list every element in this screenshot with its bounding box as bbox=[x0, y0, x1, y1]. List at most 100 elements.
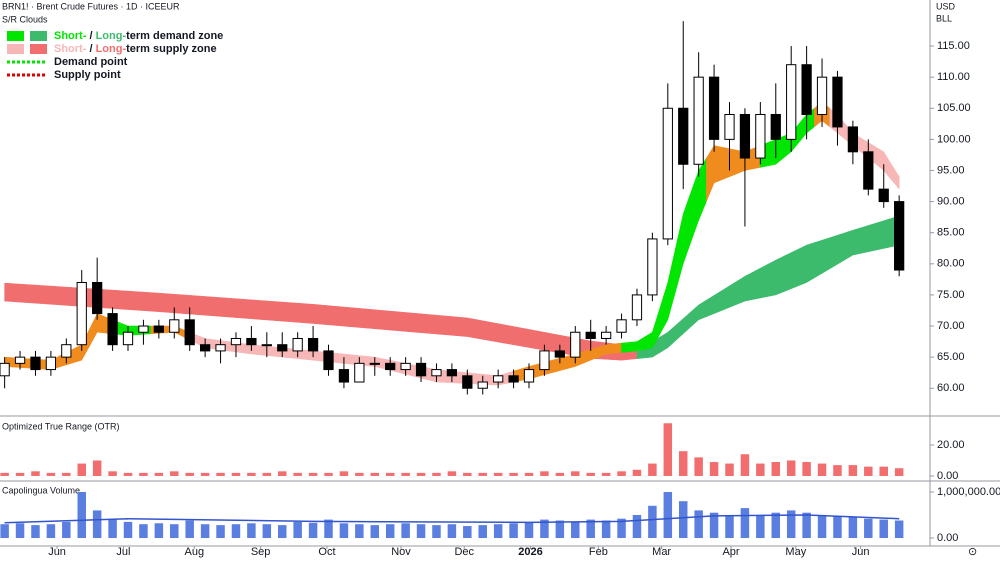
candle-body bbox=[801, 64, 812, 115]
y-tick-label: 105.00 bbox=[937, 102, 971, 114]
bar bbox=[231, 472, 241, 476]
candle-body bbox=[493, 375, 504, 383]
bar bbox=[694, 457, 703, 476]
bar bbox=[663, 423, 673, 476]
candle-body bbox=[354, 362, 365, 383]
candle-body bbox=[755, 113, 766, 159]
candle-body bbox=[616, 319, 627, 333]
bar bbox=[0, 472, 9, 476]
candle-body bbox=[678, 107, 689, 165]
bar bbox=[617, 471, 626, 476]
bar bbox=[833, 465, 842, 476]
bar bbox=[586, 519, 595, 539]
bar bbox=[648, 505, 657, 539]
legend-text: / bbox=[86, 43, 95, 55]
bar bbox=[200, 472, 210, 476]
bar bbox=[848, 517, 858, 539]
bar bbox=[324, 472, 333, 476]
bar bbox=[200, 524, 210, 539]
bar bbox=[62, 472, 71, 476]
pane-title: Optimized True Range (OTR) bbox=[2, 421, 120, 431]
x-tick-label: Oct bbox=[318, 546, 335, 558]
bar bbox=[0, 524, 9, 539]
candle-body bbox=[724, 113, 735, 140]
bar bbox=[509, 472, 518, 476]
bar bbox=[493, 472, 503, 476]
settings-icon[interactable]: ⊙ bbox=[968, 546, 977, 558]
bar bbox=[355, 472, 364, 476]
candle-body bbox=[338, 369, 350, 383]
y-tick-label: 60.00 bbox=[937, 382, 965, 394]
bar bbox=[786, 510, 796, 539]
candle-body bbox=[277, 344, 288, 352]
candle-body bbox=[539, 350, 550, 371]
candle-body bbox=[832, 76, 843, 128]
bar bbox=[864, 518, 873, 539]
legend-label: Demand point bbox=[54, 56, 128, 68]
bar bbox=[62, 521, 71, 539]
bar bbox=[447, 471, 457, 476]
candle-body bbox=[693, 76, 704, 165]
legend-text: Long- bbox=[96, 43, 127, 55]
candle-body bbox=[847, 126, 859, 153]
bar bbox=[15, 523, 25, 539]
bar bbox=[46, 524, 56, 539]
bar bbox=[678, 451, 688, 476]
bar bbox=[170, 471, 179, 476]
candle-body bbox=[369, 362, 380, 365]
candle-body bbox=[107, 313, 118, 346]
bar bbox=[648, 463, 657, 476]
y-tick-label: 85.00 bbox=[937, 227, 965, 239]
bar bbox=[632, 469, 642, 476]
bar bbox=[879, 519, 888, 539]
candle-body bbox=[523, 369, 535, 383]
bar bbox=[277, 525, 287, 539]
candle-body bbox=[647, 238, 658, 296]
bar bbox=[771, 512, 781, 539]
bar bbox=[216, 525, 225, 539]
bar bbox=[802, 512, 811, 539]
bar bbox=[447, 524, 457, 539]
candle-body bbox=[169, 319, 180, 333]
bar bbox=[324, 519, 333, 539]
bar bbox=[879, 466, 888, 476]
bar bbox=[802, 462, 811, 476]
candle-body bbox=[662, 107, 673, 240]
bar bbox=[571, 521, 580, 539]
bar bbox=[77, 491, 86, 539]
y-tick-label: 100.00 bbox=[937, 133, 971, 145]
moving-average-line bbox=[4, 514, 900, 524]
y-tick-label: 80.00 bbox=[937, 258, 965, 270]
y-tick-label: 20.00 bbox=[937, 439, 965, 451]
bar bbox=[833, 515, 842, 539]
bar bbox=[786, 460, 796, 476]
bar bbox=[339, 471, 349, 476]
bar bbox=[540, 471, 549, 476]
bar bbox=[555, 472, 565, 476]
bar bbox=[339, 523, 349, 539]
bar bbox=[77, 463, 86, 476]
candle-body bbox=[477, 381, 488, 389]
y-tick-label: 0.00 bbox=[937, 532, 958, 544]
candle-body bbox=[261, 344, 272, 347]
bar bbox=[401, 523, 410, 539]
candle-body bbox=[76, 281, 87, 346]
bar bbox=[524, 521, 534, 539]
bar bbox=[894, 468, 904, 476]
legend-swatch bbox=[30, 31, 47, 41]
legend-label: Supply point bbox=[54, 69, 121, 81]
bar bbox=[108, 471, 117, 476]
candle-body bbox=[92, 281, 103, 315]
candle-body bbox=[0, 362, 10, 377]
bar bbox=[586, 472, 595, 476]
candle-body bbox=[14, 356, 26, 364]
bar bbox=[725, 514, 734, 539]
candle-body bbox=[153, 325, 164, 333]
bar bbox=[355, 524, 364, 539]
candle-body bbox=[863, 151, 874, 190]
candle-body bbox=[739, 113, 751, 159]
candle-body bbox=[600, 331, 612, 339]
candle-body bbox=[400, 362, 411, 371]
